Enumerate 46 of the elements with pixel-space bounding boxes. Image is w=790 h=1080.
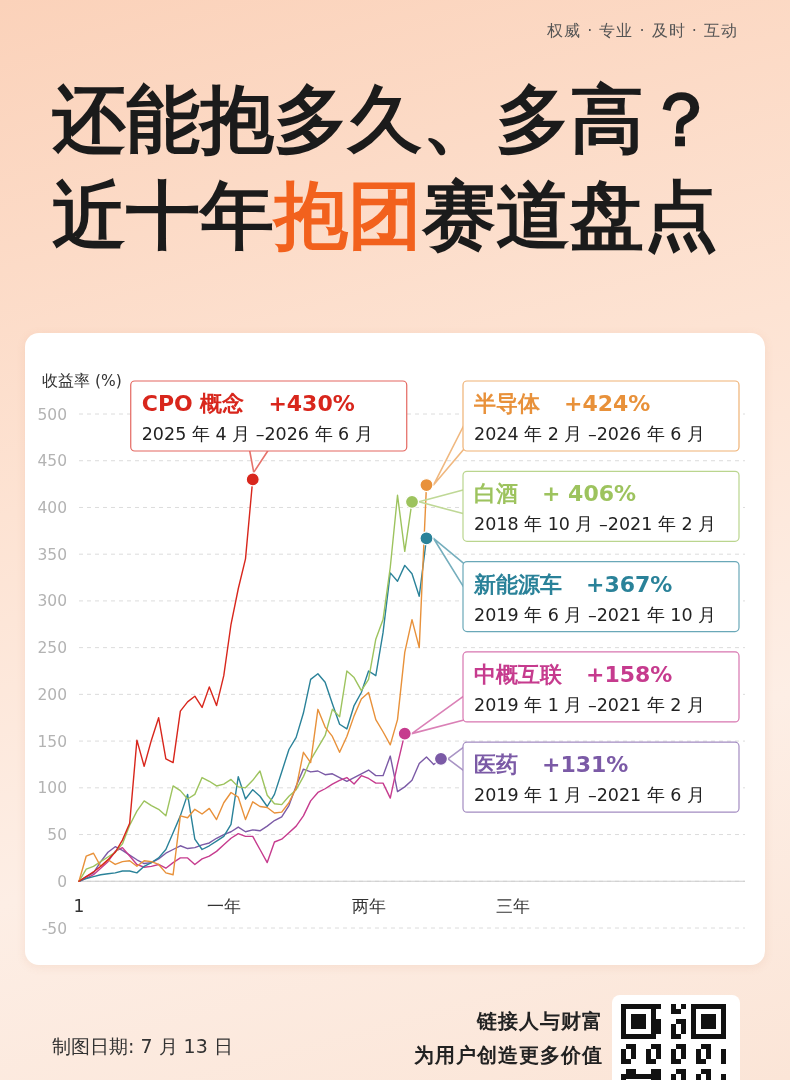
text: 权威 · 专业 · 及时 · 互动 xyxy=(547,21,738,42)
annotation: 2019 年 1 月 –2021 年 2 月 xyxy=(474,694,706,715)
x-tick-label: 两年 xyxy=(351,896,386,916)
y-tick-label: 250 xyxy=(37,639,67,658)
y-tick-label: 350 xyxy=(37,545,67,564)
point xyxy=(433,751,449,766)
point xyxy=(397,726,412,741)
annotation: +158% xyxy=(586,661,673,687)
annotation: +424% xyxy=(564,391,651,416)
text: 新能源车 xyxy=(473,571,562,597)
text: 链接人与财富 xyxy=(477,1008,603,1035)
y-tick-label: -50 xyxy=(41,919,67,938)
series-label: 医药 xyxy=(474,752,518,778)
y-axis-title: 收益率 (%) xyxy=(42,372,122,390)
y-tick-label: 0 xyxy=(57,872,67,891)
y-tick-label: 400 xyxy=(37,498,67,517)
annotation: + 406% xyxy=(542,481,637,507)
y-tick-label: 50 xyxy=(47,826,67,845)
x-tick-label: 一年 xyxy=(206,896,241,916)
text: 中概互联 xyxy=(474,661,563,687)
x-tick-label: 三年 xyxy=(496,896,531,916)
annotation: +131% xyxy=(542,752,629,778)
annotation: 2019 年 6 月 –2021 年 10 月 xyxy=(474,604,717,625)
point xyxy=(419,477,434,493)
text: 半导体 xyxy=(473,391,541,416)
annotation: 2024 年 2 月 –2026 年 6 月 xyxy=(474,424,706,444)
text: 白酒 xyxy=(474,481,518,507)
y-tick-label: 450 xyxy=(37,452,67,471)
point xyxy=(419,531,434,546)
annotation: 2018 年 10 月 –2021 年 2 月 xyxy=(474,514,717,535)
text: CPO 概念 xyxy=(141,391,245,416)
y-tick-label: 200 xyxy=(37,685,67,704)
x-tick-label: 1 xyxy=(73,896,85,916)
y-tick-label: 150 xyxy=(37,732,67,751)
annotation: 2025 年 4 月 –2026 年 6 月 xyxy=(141,424,373,444)
text: 为用户创造更多价值 xyxy=(414,1042,603,1069)
annotation: +367% xyxy=(586,571,673,597)
y-tick-label: 500 xyxy=(37,405,67,424)
point xyxy=(245,472,260,487)
point xyxy=(404,494,420,509)
text: 制图日期: 7 月 13 日 xyxy=(52,1034,233,1059)
annotation: +430% xyxy=(268,391,355,416)
annotation: 2019 年 1 月 –2021 年 6 月 xyxy=(474,785,706,806)
chart-title: 还能抱多久、多高？近十年抱团赛道盘点 xyxy=(52,75,719,260)
y-tick-label: 300 xyxy=(37,592,67,611)
y-tick-label: 100 xyxy=(37,779,67,798)
